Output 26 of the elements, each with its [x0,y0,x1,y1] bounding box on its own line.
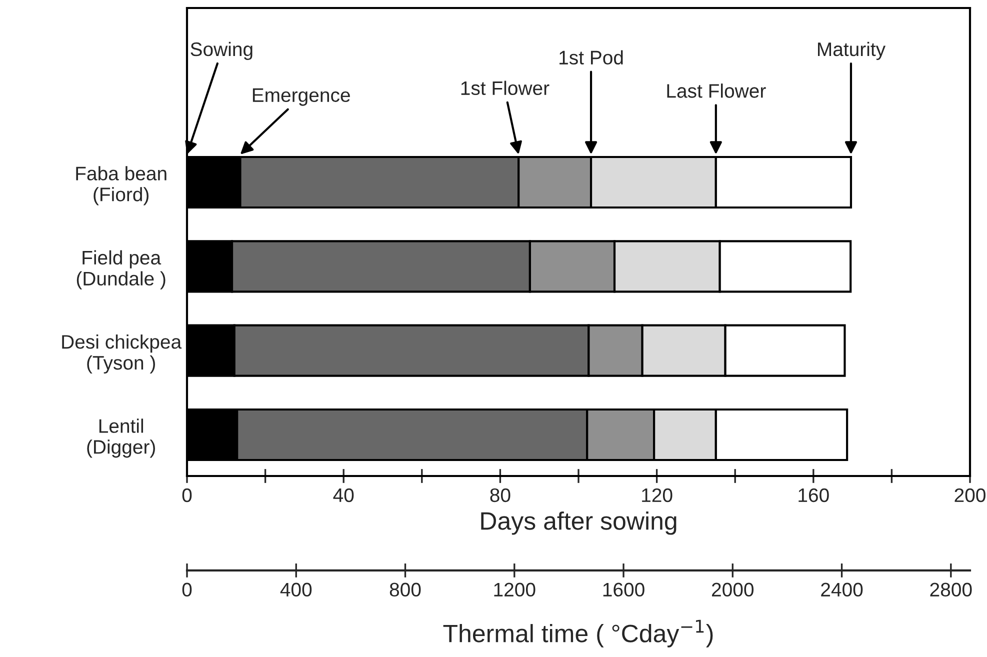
y-tick-label: Lentil (Digger) [87,418,155,458]
x-axis-title: Days after sowing [481,511,676,535]
text: Emergence [252,88,350,106]
text: Last Flower [667,84,766,98]
text: Sowing [190,42,252,60]
x2-tick-label: 1200 [494,582,536,597]
x-tick-label: 40 [333,488,354,502]
x2-tick-label: 0 [182,582,192,597]
x-tick-label: 80 [490,488,510,502]
x-tick-label: 160 [798,488,829,502]
text: 1st Pod [560,50,623,65]
x2-tick-label: 400 [280,582,312,597]
x2-axis-title: Thermal time ( °Cday$^{−1}$) [443,620,713,648]
text: 1st Flower [461,80,550,96]
x2-tick-label: 2800 [930,582,972,597]
y-tick-label: Faba bean (Fiord) [76,166,166,206]
x-tick-label: 200 [954,488,986,502]
x-tick-label: 0 [182,488,192,502]
text: Maturity [818,42,886,60]
x2-tick-label: 800 [390,582,421,597]
x2-tick-label: 1600 [603,582,644,597]
y-tick-label: Desi chickpea (Tyson ) [62,334,182,374]
x2-tick-label: 2000 [712,582,754,597]
x-tick-label: 120 [642,488,672,502]
y-tick-label: Field pea (Dundale ) [76,250,166,290]
x2-tick-label: 2400 [821,582,863,597]
